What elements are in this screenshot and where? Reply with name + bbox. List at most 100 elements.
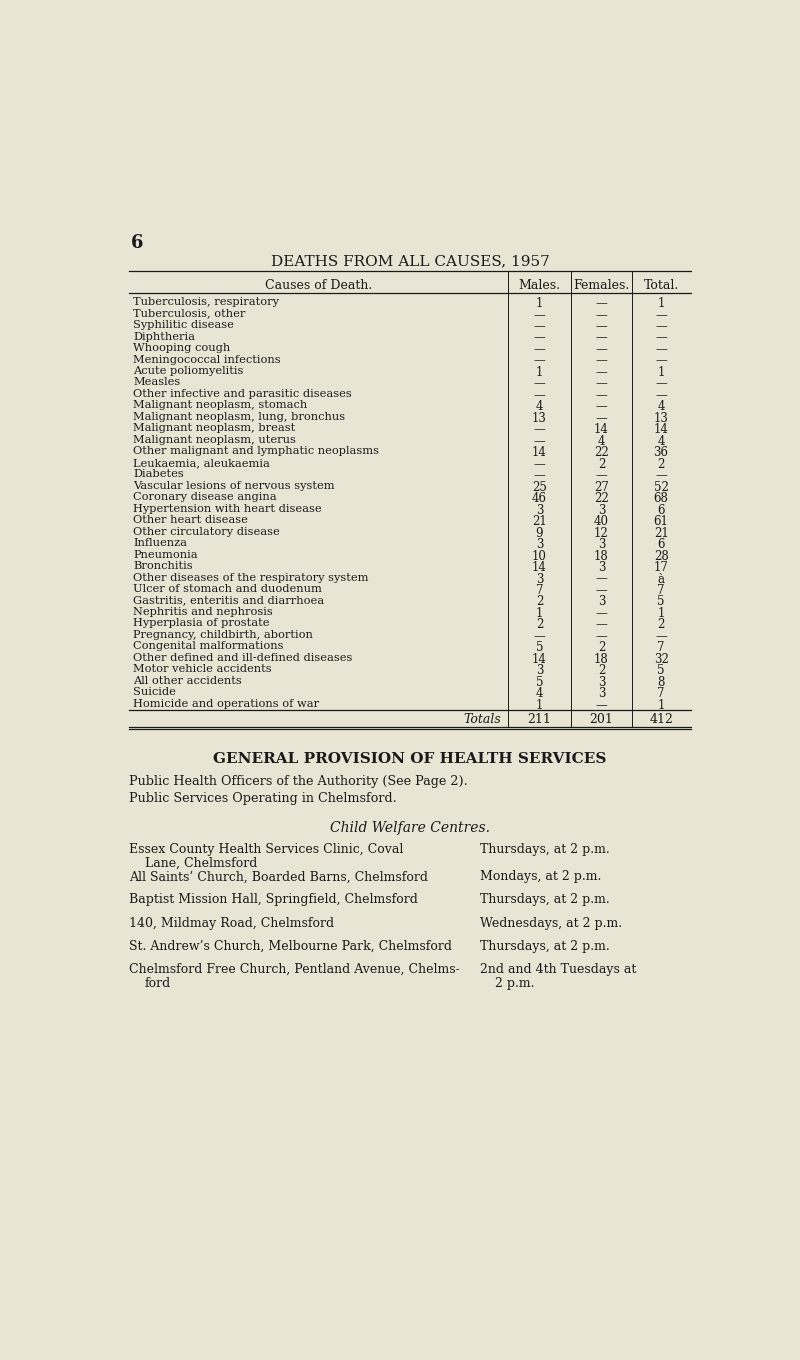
Text: 4: 4 xyxy=(598,435,605,447)
Text: 3: 3 xyxy=(598,687,605,700)
Text: 412: 412 xyxy=(649,713,673,726)
Text: 3: 3 xyxy=(598,596,605,608)
Text: 7: 7 xyxy=(658,687,665,700)
Text: 1: 1 xyxy=(536,366,543,379)
Text: Thursdays, at 2 p.m.: Thursdays, at 2 p.m. xyxy=(480,843,610,855)
Text: Hypertension with heart disease: Hypertension with heart disease xyxy=(134,503,322,514)
Text: —: — xyxy=(655,355,667,367)
Text: Wednesdays, at 2 p.m.: Wednesdays, at 2 p.m. xyxy=(480,917,622,930)
Text: 3: 3 xyxy=(536,503,543,517)
Text: 2: 2 xyxy=(536,619,543,631)
Text: —: — xyxy=(534,469,546,483)
Text: —: — xyxy=(655,389,667,403)
Text: —: — xyxy=(655,309,667,322)
Text: Causes of Death.: Causes of Death. xyxy=(266,279,373,292)
Text: 18: 18 xyxy=(594,549,609,563)
Text: 46: 46 xyxy=(532,492,547,505)
Text: 6: 6 xyxy=(131,234,143,252)
Text: Nephritis and nephrosis: Nephritis and nephrosis xyxy=(134,607,273,617)
Text: Hyperplasia of prostate: Hyperplasia of prostate xyxy=(134,619,270,628)
Text: Totals: Totals xyxy=(463,713,501,726)
Text: Meningococcal infections: Meningococcal infections xyxy=(134,355,281,364)
Text: Other diseases of the respiratory system: Other diseases of the respiratory system xyxy=(134,573,369,582)
Text: 12: 12 xyxy=(594,526,609,540)
Text: —: — xyxy=(534,378,546,390)
Text: —: — xyxy=(595,630,607,643)
Text: —: — xyxy=(655,469,667,483)
Text: —: — xyxy=(595,573,607,586)
Text: —: — xyxy=(595,378,607,390)
Text: —: — xyxy=(595,469,607,483)
Text: 14: 14 xyxy=(654,423,669,437)
Text: Child Welfare Centres.: Child Welfare Centres. xyxy=(330,821,490,835)
Text: —: — xyxy=(595,389,607,403)
Text: 25: 25 xyxy=(532,480,547,494)
Text: 2: 2 xyxy=(536,596,543,608)
Text: Syphilitic disease: Syphilitic disease xyxy=(134,320,234,330)
Text: 4: 4 xyxy=(658,400,665,413)
Text: 4: 4 xyxy=(536,687,543,700)
Text: 14: 14 xyxy=(594,423,609,437)
Text: 2: 2 xyxy=(658,619,665,631)
Text: —: — xyxy=(595,320,607,333)
Text: 13: 13 xyxy=(532,412,547,424)
Text: 21: 21 xyxy=(654,526,669,540)
Text: 9: 9 xyxy=(536,526,543,540)
Text: 3: 3 xyxy=(598,562,605,574)
Text: Gastritis, enteritis and diarrhoea: Gastritis, enteritis and diarrhoea xyxy=(134,596,325,605)
Text: Diphtheria: Diphtheria xyxy=(134,332,195,341)
Text: Measles: Measles xyxy=(134,378,181,388)
Text: 1: 1 xyxy=(658,699,665,711)
Text: —: — xyxy=(534,343,546,356)
Text: 5: 5 xyxy=(536,642,543,654)
Text: Baptist Mission Hall, Springfield, Chelmsford: Baptist Mission Hall, Springfield, Chelm… xyxy=(130,894,418,907)
Text: —: — xyxy=(534,630,546,643)
Text: 1: 1 xyxy=(658,366,665,379)
Text: Pregnancy, childbirth, abortion: Pregnancy, childbirth, abortion xyxy=(134,630,314,641)
Text: —: — xyxy=(595,607,607,620)
Text: 14: 14 xyxy=(532,653,547,666)
Text: All other accidents: All other accidents xyxy=(134,676,242,685)
Text: Pneumonia: Pneumonia xyxy=(134,549,198,559)
Text: —: — xyxy=(655,630,667,643)
Text: —: — xyxy=(655,320,667,333)
Text: Other infective and parasitic diseases: Other infective and parasitic diseases xyxy=(134,389,352,398)
Text: Malignant neoplasm, lung, bronchus: Malignant neoplasm, lung, bronchus xyxy=(134,412,346,422)
Text: Bronchitis: Bronchitis xyxy=(134,562,193,571)
Text: —: — xyxy=(595,400,607,413)
Text: —: — xyxy=(534,458,546,471)
Text: 22: 22 xyxy=(594,446,609,460)
Text: 7: 7 xyxy=(536,583,543,597)
Text: 52: 52 xyxy=(654,480,669,494)
Text: 1: 1 xyxy=(536,298,543,310)
Text: St. Andrew’s Church, Melbourne Park, Chelmsford: St. Andrew’s Church, Melbourne Park, Che… xyxy=(130,940,453,952)
Text: —: — xyxy=(655,332,667,344)
Text: 2: 2 xyxy=(598,458,605,471)
Text: 6: 6 xyxy=(658,503,665,517)
Text: —: — xyxy=(595,366,607,379)
Text: Whooping cough: Whooping cough xyxy=(134,343,230,354)
Text: —: — xyxy=(534,389,546,403)
Text: Other malignant and lymphatic neoplasms: Other malignant and lymphatic neoplasms xyxy=(134,446,379,457)
Text: 2: 2 xyxy=(598,642,605,654)
Text: Tuberculosis, other: Tuberculosis, other xyxy=(134,309,246,318)
Text: 1: 1 xyxy=(658,607,665,620)
Text: 13: 13 xyxy=(654,412,669,424)
Text: 201: 201 xyxy=(590,713,614,726)
Text: Leukaemia, aleukaemia: Leukaemia, aleukaemia xyxy=(134,458,270,468)
Text: —: — xyxy=(595,298,607,310)
Text: Other heart disease: Other heart disease xyxy=(134,515,248,525)
Text: Males.: Males. xyxy=(518,279,561,292)
Text: 28: 28 xyxy=(654,549,669,563)
Text: 6: 6 xyxy=(658,539,665,551)
Text: Chelmsford Free Church, Pentland Avenue, Chelms-: Chelmsford Free Church, Pentland Avenue,… xyxy=(130,963,460,975)
Text: 22: 22 xyxy=(594,492,609,505)
Text: 3: 3 xyxy=(536,573,543,586)
Text: 27: 27 xyxy=(594,480,609,494)
Text: Acute poliomyelitis: Acute poliomyelitis xyxy=(134,366,244,375)
Text: 4: 4 xyxy=(658,435,665,447)
Text: Other defined and ill-defined diseases: Other defined and ill-defined diseases xyxy=(134,653,353,662)
Text: —: — xyxy=(534,320,546,333)
Text: —: — xyxy=(534,309,546,322)
Text: 5: 5 xyxy=(536,676,543,688)
